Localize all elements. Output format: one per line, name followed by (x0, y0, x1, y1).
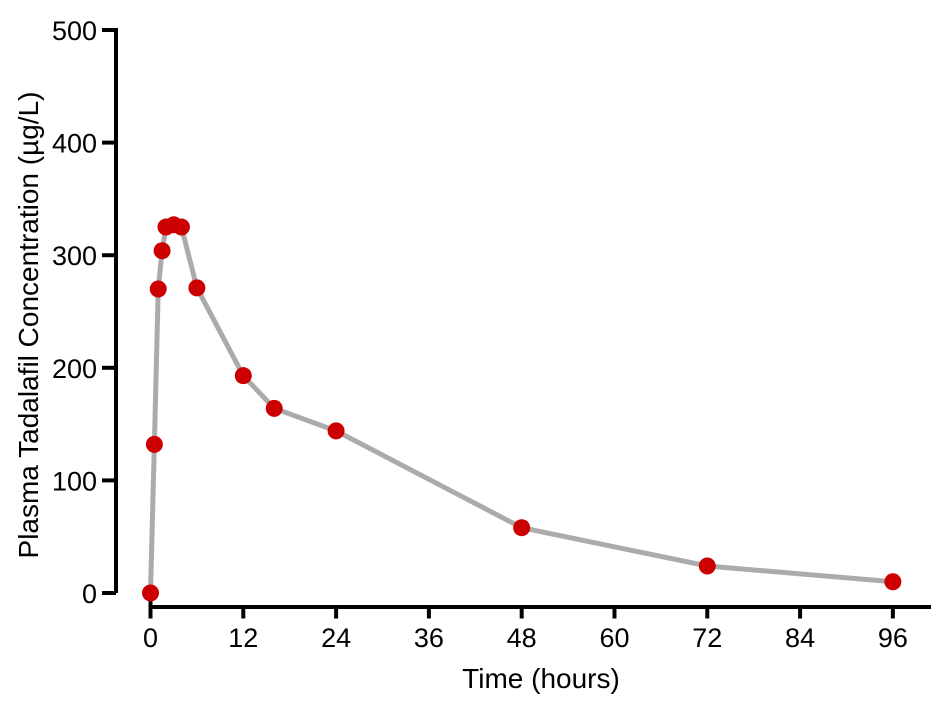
x-tick-label: 24 (321, 623, 351, 653)
y-tick-label: 200 (52, 354, 97, 384)
y-axis-ticks (102, 28, 116, 595)
x-tick-label: 84 (785, 623, 815, 653)
y-tick-label: 100 (52, 466, 97, 496)
data-point (172, 218, 190, 236)
x-tick-label: 0 (143, 623, 158, 653)
x-tick-label: 12 (228, 623, 258, 653)
data-point (698, 557, 716, 575)
y-tick-label: 500 (52, 16, 97, 46)
x-axis-ticks (148, 600, 895, 619)
x-tick-label: 96 (878, 623, 908, 653)
y-axis-title: Plasma Tadalafil Concentration (µg/L) (13, 92, 44, 559)
x-tick-label: 36 (414, 623, 444, 653)
y-tick-label: 400 (52, 129, 97, 159)
data-point (327, 422, 345, 440)
data-point (149, 280, 167, 298)
x-axis-title: Time (hours) (462, 663, 620, 694)
data-points (142, 216, 902, 602)
x-tick-label: 48 (507, 623, 537, 653)
data-point (234, 367, 252, 385)
data-point (513, 519, 531, 537)
y-tick-label: 300 (52, 241, 97, 271)
y-axis-tick-labels: 0 100 200 300 400 500 (52, 16, 97, 609)
data-point (145, 435, 163, 453)
x-axis-tick-labels: 0 12 24 36 48 60 72 84 96 (143, 623, 908, 653)
x-tick-label: 60 (599, 623, 629, 653)
data-point (142, 584, 159, 602)
y-tick-label: 0 (82, 579, 97, 609)
data-point (265, 399, 283, 417)
x-tick-label: 72 (692, 623, 722, 653)
data-line (148, 222, 896, 596)
data-point (153, 242, 171, 260)
data-point (188, 279, 206, 297)
data-point (884, 573, 902, 591)
